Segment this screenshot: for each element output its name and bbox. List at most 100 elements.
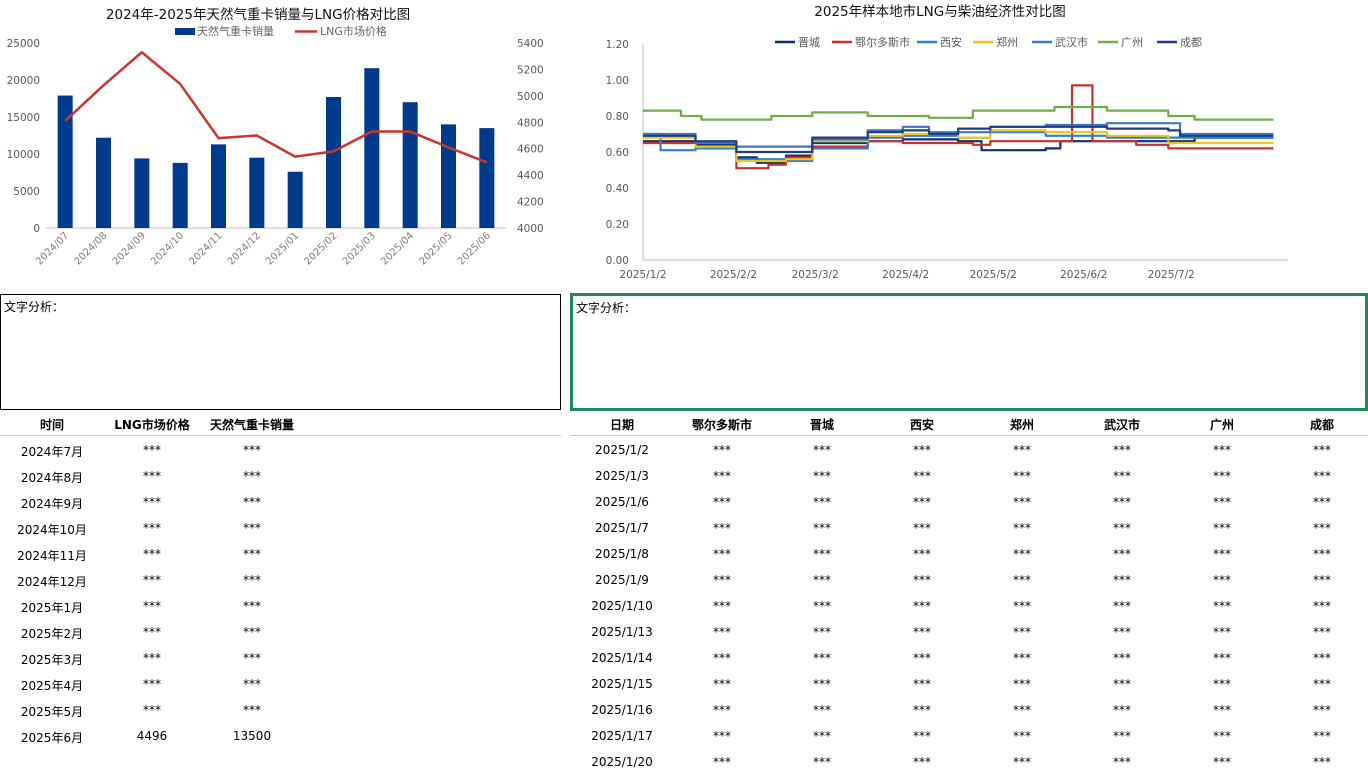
y-tick-label-left: 5000 [13,186,40,198]
column-header-truck-sales: 天然气重卡销量 [209,418,295,432]
x-tick-label: 2025/7/2 [1148,269,1195,281]
table-cell: *** [813,755,831,769]
table-cell: *** [813,443,831,457]
table-cell: *** [143,573,161,587]
bar-sales [249,157,265,228]
series-line [643,129,1274,163]
x-tick-label: 2025/1/2 [619,269,666,281]
column-header-chengdu: 成都 [1309,418,1335,432]
table-cell: *** [813,521,831,535]
x-tick-label: 2025/6/2 [1060,269,1107,281]
table-row: 2025/1/10 *** *** *** *** *** *** *** [570,593,1368,619]
table-cell: *** [143,651,161,665]
y-tick-label: 0.80 [606,111,629,123]
table-cell: *** [913,703,931,717]
table-row: 2025年2月 *** *** [0,619,561,645]
y-tick-label: 0.60 [606,147,629,159]
table-row: 2025/1/6 *** *** *** *** *** *** *** [570,489,1368,515]
y-tick-label-right: 5000 [517,91,544,103]
table-row: 2025/1/20 *** *** *** *** *** *** *** [570,749,1368,775]
table-row: 2024年8月 *** *** [0,463,561,489]
table-cell: *** [1113,703,1131,717]
text-analysis-label: 文字分析： [576,301,637,315]
table-row: 2024年12月 *** *** [0,567,561,593]
right-table-header: 日期 鄂尔多斯市 晋城 西安 郑州 武汉市 广州 成都 [570,413,1368,435]
table-cell: *** [1213,599,1231,613]
table-cell: *** [713,703,731,717]
table-cell: *** [1313,443,1331,457]
table-cell: 2025/1/3 [595,469,649,483]
column-header-guangzhou: 广州 [1209,418,1235,432]
bar-sales [57,95,73,228]
table-cell: *** [1013,625,1031,639]
table-cell: *** [1313,573,1331,587]
table-cell: 2025年1月 [20,601,84,615]
bar-sales [364,68,380,228]
table-cell: 2025/1/16 [591,703,653,717]
table-cell: *** [713,521,731,535]
table-row: 2025/1/13 *** *** *** *** *** *** *** [570,619,1368,645]
table-cell: *** [713,573,731,587]
table-cell: 2025/1/17 [591,729,653,743]
table-cell: 2025/1/14 [591,651,653,665]
table-cell: 2025/1/2 [595,443,649,457]
table-cell: *** [913,599,931,613]
y-tick-label-right: 4000 [517,223,544,235]
text-analysis-box-right[interactable]: 文字分析： [570,293,1368,411]
table-cell: *** [1313,703,1331,717]
table-cell: *** [1113,521,1131,535]
table-cell: 2025/1/8 [595,547,649,561]
y-tick-label-left: 10000 [7,149,40,161]
table-cell: 2025/1/10 [591,599,653,613]
bar-sales [479,128,495,228]
text-analysis-box-left[interactable]: 文字分析： [0,294,561,410]
table-cell: *** [913,521,931,535]
table-cell: *** [1313,755,1331,769]
table-cell: *** [813,677,831,691]
table-cell: 2024年8月 [20,471,84,485]
table-cell: *** [143,677,161,691]
legend-label: 西安 [940,35,962,49]
table-cell: *** [243,599,261,613]
y-tick-label-left: 20000 [7,75,40,87]
y-tick-label-right: 4400 [517,170,544,182]
table-cell: 2024年7月 [20,445,84,459]
table-cell: *** [143,547,161,561]
legend-swatch-sales [175,28,195,35]
table-row: 2025年4月 *** *** [0,671,561,697]
table-cell: *** [813,703,831,717]
table-cell: *** [813,469,831,483]
table-cell: 2025/1/20 [591,755,653,769]
table-row: 2025/1/3 *** *** *** *** *** *** *** [570,463,1368,489]
table-cell: 2025年3月 [20,653,84,667]
x-tick-label: 2025/5/2 [970,269,1017,281]
table-cell: 2024年12月 [17,575,87,589]
table-cell: *** [243,677,261,691]
bar-sales [326,97,341,229]
table-row: 2025/1/9 *** *** *** *** *** *** *** [570,567,1368,593]
header-divider [570,435,1368,436]
bar-sales [211,144,226,228]
table-cell: *** [1013,573,1031,587]
y-tick-label: 1.20 [606,39,629,51]
table-cell: *** [1013,469,1031,483]
x-tick-label: 2025/2/2 [710,269,757,281]
table-cell: 2025/1/15 [591,677,653,691]
chart-title: 2024年-2025年天然气重卡销量与LNG价格对比图 [106,6,410,23]
table-cell: *** [713,729,731,743]
column-header-xian: 西安 [909,418,935,432]
y-tick-label-right: 4200 [517,197,544,209]
table-row: 2025/1/7 *** *** *** *** *** *** *** [570,515,1368,541]
table-cell: *** [1313,521,1331,535]
table-cell: *** [913,677,931,691]
table-cell: *** [1313,599,1331,613]
table-cell: *** [1113,469,1131,483]
table-cell: *** [713,495,731,509]
table-cell: *** [1013,677,1031,691]
bar-sales [441,124,456,228]
table-cell: *** [713,547,731,561]
table-row: 2024年7月 *** *** [0,437,561,463]
table-cell: *** [1013,729,1031,743]
legend-label: 郑州 [996,35,1018,49]
